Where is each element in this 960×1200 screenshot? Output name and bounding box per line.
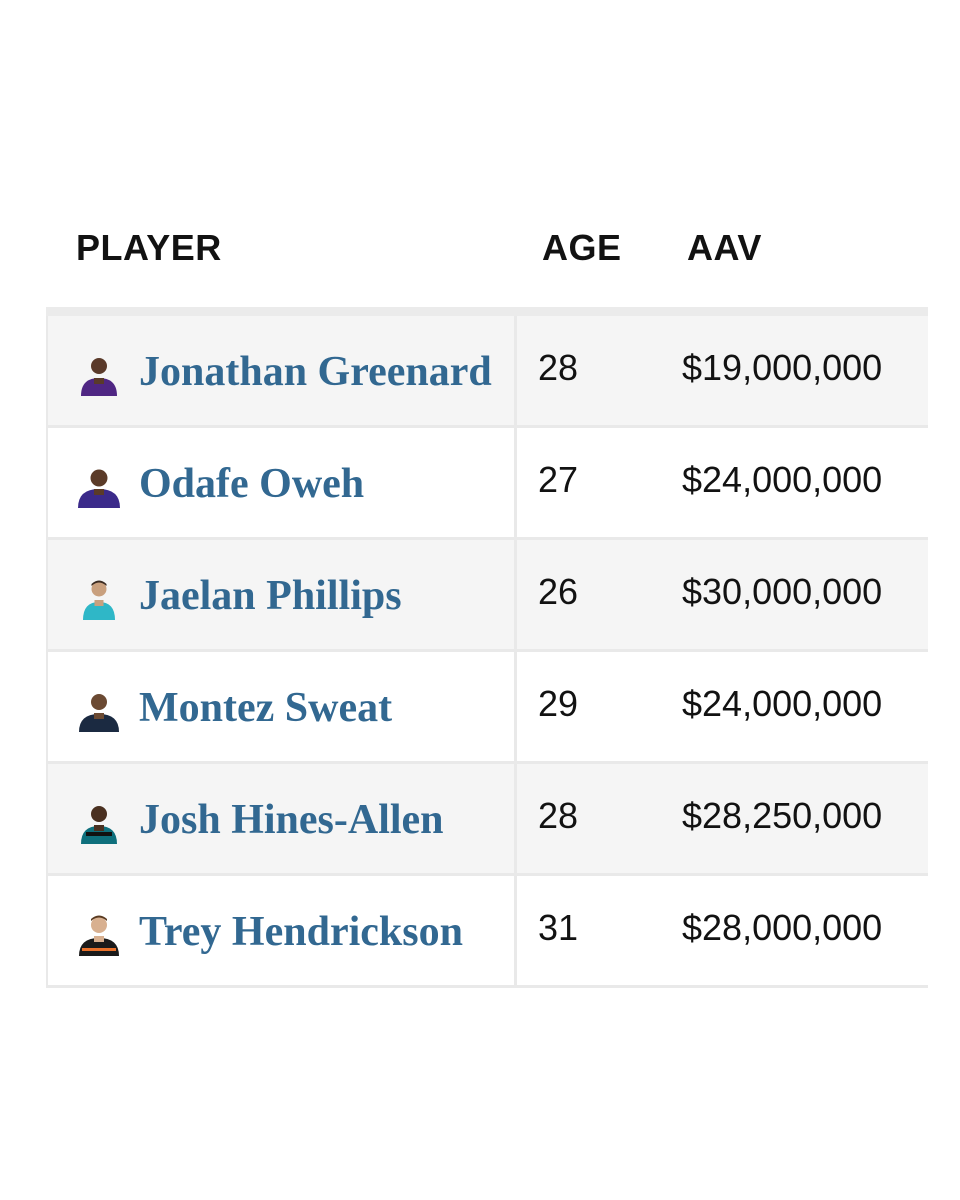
player-aav: $24,000,000 — [682, 683, 883, 724]
player-name-link[interactable]: Odafe Oweh — [139, 461, 365, 507]
table-row: Montez Sweat 29 $24,000,000 — [46, 652, 928, 764]
player-aav: $28,000,000 — [682, 907, 883, 948]
player-age: 31 — [538, 907, 579, 948]
table-header: PLAYER AGE AAV — [46, 222, 928, 278]
table-row: Jaelan Phillips 26 $30,000,000 — [46, 540, 928, 652]
player-aav: $28,250,000 — [682, 795, 883, 836]
table-row: Josh Hines-Allen 28 $28,250,000 — [46, 764, 928, 876]
player-age: 29 — [538, 683, 579, 724]
column-divider — [514, 764, 517, 873]
player-age: 26 — [538, 571, 579, 612]
column-divider — [514, 876, 517, 985]
player-aav: $24,000,000 — [682, 459, 883, 500]
player-headshot-icon — [79, 915, 119, 956]
column-divider — [514, 316, 517, 425]
player-age: 28 — [538, 347, 579, 388]
player-age: 27 — [538, 459, 579, 500]
player-age: 28 — [538, 795, 579, 836]
column-divider — [514, 652, 517, 761]
header-divider — [46, 307, 928, 317]
table-row: Trey Hendrickson 31 $28,000,000 — [46, 876, 928, 988]
table-row: Jonathan Greenard 28 $19,000,000 — [46, 316, 928, 428]
header-age[interactable]: AGE — [542, 227, 622, 268]
table-row: Odafe Oweh 27 $24,000,000 — [46, 428, 928, 540]
player-name-link[interactable]: Montez Sweat — [139, 685, 393, 731]
player-headshot-icon — [81, 806, 117, 844]
player-headshot-icon — [81, 358, 117, 396]
header-player[interactable]: PLAYER — [76, 227, 222, 268]
header-aav[interactable]: AAV — [687, 227, 762, 268]
column-divider — [514, 428, 517, 537]
player-name-link[interactable]: Jaelan Phillips — [139, 573, 402, 619]
player-name-link[interactable]: Jonathan Greenard — [139, 349, 492, 395]
player-aav: $30,000,000 — [682, 571, 883, 612]
player-headshot-icon — [78, 469, 120, 508]
player-name-link[interactable]: Trey Hendrickson — [139, 909, 463, 955]
table-body: Jonathan Greenard 28 $19,000,000 Odafe O… — [46, 316, 928, 988]
player-headshot-icon — [83, 580, 115, 620]
player-headshot-icon — [79, 694, 119, 732]
player-name-link[interactable]: Josh Hines-Allen — [139, 797, 444, 843]
column-divider — [514, 540, 517, 649]
player-aav: $19,000,000 — [682, 347, 883, 388]
